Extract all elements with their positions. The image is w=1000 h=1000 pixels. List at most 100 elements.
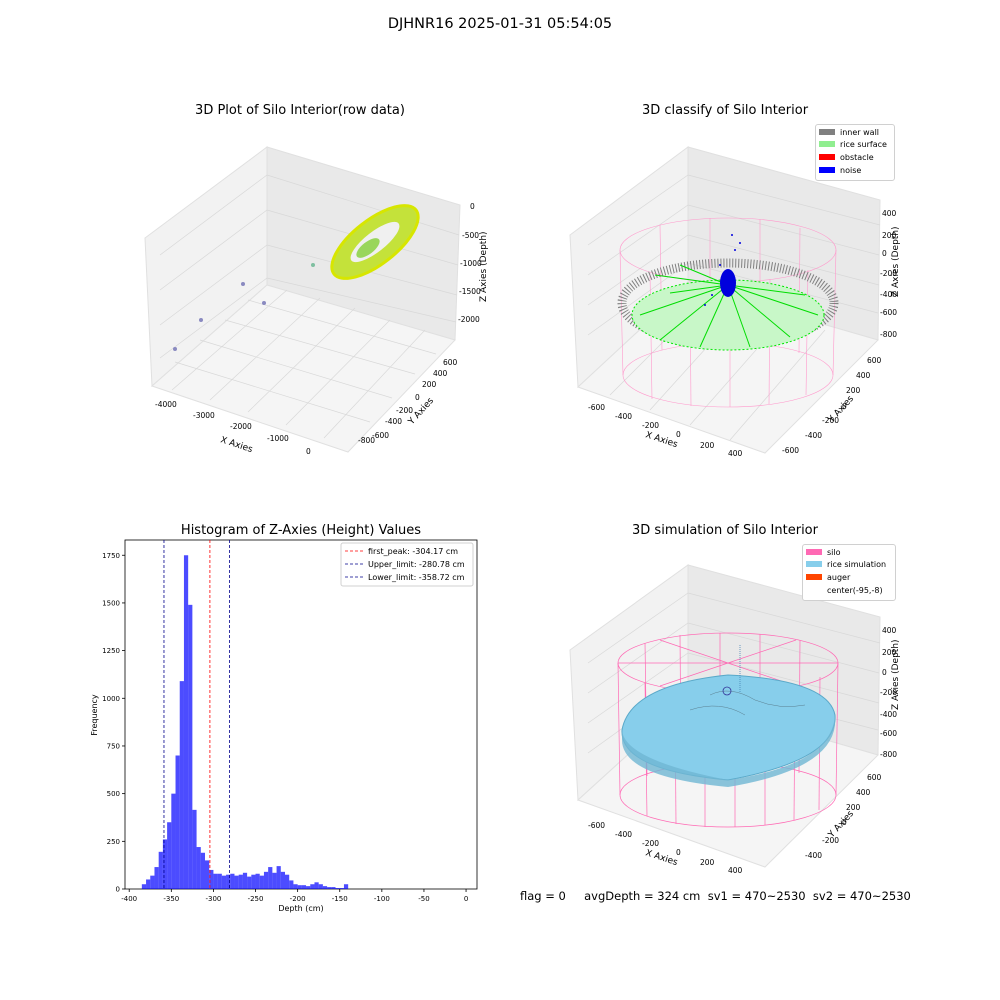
plot1-ztick: -2000 [458,315,480,324]
legend-swatch [819,154,835,160]
plot2-xlabel: X Axies [644,430,679,450]
legend-swatch [819,129,835,135]
plot2-legend-item: obstacle [819,153,894,166]
hist-bar [183,555,189,889]
plot2-zlabel: Z Axies (Depth) [891,226,900,297]
plot2-ytick: -400 [805,431,822,440]
plot2-ytick: 400 [856,371,871,380]
plot1-ytick: -200 [396,406,413,415]
hist-bar [301,885,307,889]
legend-label: center(-95,-8) [827,586,883,595]
plot1-grid [159,174,460,439]
plot1-xlabel: X Axies [219,435,254,455]
hist-ytick-label: 1000 [102,695,120,703]
legend-label: rice simulation [827,560,887,569]
plot2-3d-axes: -600 -400 -200 0 200 400 -600 -400 -200 … [569,146,900,458]
hist-bar [280,871,285,889]
hist-bar [314,882,319,889]
plot4-legend: silo rice simulation auger center(-95,-8… [802,544,896,601]
plot1-outlier-points [173,263,315,351]
hist-ytick-label: 750 [107,742,120,750]
plot2-legend-item: inner wall [819,128,894,140]
plot4-rice-side [622,715,835,787]
plot4-xtick: -600 [588,821,605,830]
legend-label: silo [827,548,841,557]
plot2-ytick: 0 [842,402,847,411]
plot4-ytick: 0 [842,818,847,827]
plot2-ztick: 200 [882,231,897,240]
plot4-legend-item: rice simulation [806,560,895,573]
hist-bar [276,866,281,889]
plot4-3d-axes: -600 -400 -200 0 200 400 -400 -200 0 200… [569,564,900,875]
plot2-xtick: -400 [615,412,632,421]
plot4-ztick: -800 [880,750,897,759]
plot2-noise-points [704,234,741,306]
hist-bar [188,604,193,889]
plot4-ztick: -600 [880,729,897,738]
plot1-ytick: -400 [385,417,402,426]
plot2-ztick: -600 [880,308,897,317]
plot1-ytick: -600 [372,431,389,440]
plot2-ytick: 600 [867,356,882,365]
plot1-ytick: 200 [422,380,437,389]
figure-suptitle: DJHNR16 2025-01-31 05:54:05 [387,16,613,32]
plot4-center-marker [722,686,732,696]
hist-ylabel: Frequency [90,694,99,736]
hist-bar [343,884,349,889]
legend-swatch [806,574,822,580]
hist-bar [242,872,248,889]
plot4-ztick: -200 [880,688,897,697]
histogram-chart: -400 -350 -300 -250 -200 -150 -100 -50 0 0 250 500… [90,539,478,913]
plot2-legend-item: noise [819,166,894,179]
plot1-ztick: -1000 [460,259,482,268]
plot4-surface-contours [689,690,806,716]
plot1-3d-axes: -4000 -3000 -2000 -1000 0 -800 -600 -400… [144,146,489,456]
hist-bar [221,875,227,889]
hist-bar [154,867,159,889]
hist-bar [213,873,218,889]
hist-xtick-label: -300 [205,895,221,903]
plot1-xtick: -1000 [267,434,289,443]
plot4-ztick: 400 [882,626,897,635]
hist-ytick-label: 1500 [102,599,120,607]
plot2-grid [587,174,881,441]
legend-label: inner wall [840,128,880,137]
plot1-pane-floor [151,284,456,453]
plot4-xtick: -200 [642,839,659,848]
plot2-ylabel: Y Axies [826,394,856,426]
hist-ytick-label: 0 [116,886,120,894]
hist-bar [310,884,315,889]
hist-bar [209,869,214,889]
plot4-grid [587,592,881,754]
plot2-xtick: 400 [728,449,743,458]
hist-bar [217,873,222,889]
hist-bar [268,867,273,889]
hist-bar [293,884,298,889]
hist-bar [297,885,302,889]
hist-bar [175,755,180,889]
plot4-legend-item: auger [806,573,895,586]
hist-xtick-label: -200 [290,895,306,903]
hist-legend-label: first_peak: -304.17 cm [368,547,458,556]
plot4-ztick: -400 [880,710,897,719]
legend-label: auger [827,573,851,582]
plot4-ylabel: Y Axies [826,809,856,841]
hist-xticks: -400 -350 -300 -250 -200 -150 -100 -50 0 [121,889,468,903]
hist-ytick-label: 500 [107,790,120,798]
hist-legend-box [340,542,474,587]
hist-yticks: 0 250 500 750 1000 1250 1500 1750 [102,552,125,894]
hist-vlines [163,540,231,889]
hist-bar [272,872,277,889]
plot4-legend-item: center(-95,-8) [806,586,895,599]
plot1-ytick: 0 [415,393,420,402]
plot1-xtick: -4000 [155,400,177,409]
hist-bar [322,886,328,889]
hist-bar [226,874,231,889]
plot2-ytick: 200 [846,386,861,395]
hist-bar [205,860,210,889]
hist-xtick-label: 0 [464,895,468,903]
legend-label: obstacle [840,153,874,162]
hist-xtick-label: -50 [418,895,429,903]
hist-bar [162,839,168,889]
hist-bar [192,809,197,889]
